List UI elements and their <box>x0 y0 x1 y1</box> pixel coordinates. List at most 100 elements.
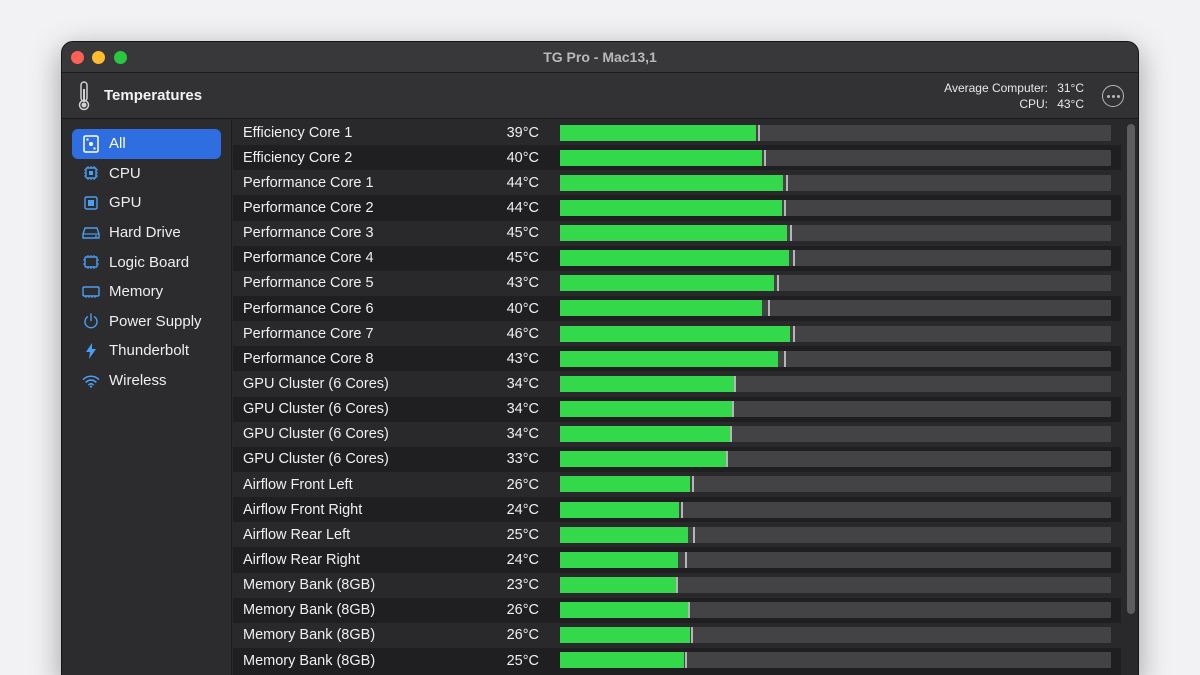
temperature-bar-fill <box>560 174 784 191</box>
sidebar-item-label: Power Supply <box>109 312 202 330</box>
sensor-row[interactable]: Efficiency Core 1 39°C <box>233 120 1121 146</box>
sensor-name: Performance Core 3 <box>243 225 374 242</box>
sensor-temperature: 33°C <box>506 451 539 468</box>
temperature-bar-fill <box>560 401 732 418</box>
sensor-temperature: 43°C <box>506 275 539 292</box>
memory-icon <box>81 283 101 301</box>
sensor-row[interactable]: Memory Bank (8GB) 26°C <box>233 622 1121 648</box>
sensor-row[interactable]: Efficiency Core 2 40°C <box>233 145 1121 171</box>
temperature-bar-track <box>560 325 1111 342</box>
max-temperature-marker <box>730 426 733 443</box>
temperature-bar-fill <box>560 551 678 568</box>
sensor-row[interactable]: Performance Core 7 46°C <box>233 321 1121 347</box>
sensor-name: Performance Core 8 <box>243 350 374 367</box>
sensor-row[interactable]: GPU Cluster (6 Cores) 34°C <box>233 371 1121 397</box>
sensor-name: Performance Core 4 <box>243 250 374 267</box>
max-temperature-marker <box>692 476 695 493</box>
temperature-bar-fill <box>560 476 691 493</box>
sensor-row[interactable]: GPU Cluster (6 Cores) 33°C <box>233 446 1121 472</box>
sidebar-item-logic-board[interactable]: Logic Board <box>72 247 221 277</box>
sensor-name: Memory Bank (8GB) <box>243 627 376 644</box>
average-summary: Average Computer: 31°C CPU: 43°C <box>944 80 1084 112</box>
sensor-temperature: 26°C <box>506 476 539 493</box>
sidebar-item-label: All <box>109 135 126 153</box>
max-temperature-marker <box>681 501 684 518</box>
sensor-row[interactable]: Performance Core 2 44°C <box>233 195 1121 221</box>
sidebar-item-label: Memory <box>109 283 164 301</box>
more-options-button[interactable] <box>1102 85 1124 107</box>
sensor-temperature: 44°C <box>506 174 539 191</box>
temperature-bar-fill <box>560 225 787 242</box>
temperature-bar-track <box>560 300 1111 317</box>
sidebar-item-wireless[interactable]: Wireless <box>72 366 221 396</box>
temperature-bar-fill <box>560 325 791 342</box>
sensor-name: Airflow Front Right <box>243 501 363 518</box>
sensor-row[interactable]: Performance Core 5 43°C <box>233 270 1121 296</box>
sensor-row[interactable]: GPU Cluster (6 Cores) 34°C <box>233 396 1121 422</box>
temperature-bar-fill <box>560 124 756 141</box>
max-temperature-marker <box>685 551 688 568</box>
sensor-temperature: 24°C <box>506 501 539 518</box>
sensor-row[interactable]: Airflow Rear Left 25°C <box>233 522 1121 548</box>
sidebar-item-label: Thunderbolt <box>109 342 190 360</box>
sensor-row[interactable]: Performance Core 8 43°C <box>233 346 1121 372</box>
max-temperature-marker <box>783 199 786 216</box>
sensor-row[interactable]: Memory Bank (8GB) 26°C <box>233 597 1121 623</box>
sidebar-item-label: Wireless <box>109 372 167 390</box>
sensor-row[interactable]: Performance Core 1 44°C <box>233 170 1121 196</box>
sensor-row[interactable]: Performance Core 3 45°C <box>233 220 1121 246</box>
toolbar: Temperatures Average Computer: 31°C CPU:… <box>62 73 1138 119</box>
temperature-bar-track <box>560 426 1111 443</box>
sensor-row[interactable]: Memory Bank (8GB) 23°C <box>233 572 1121 598</box>
temperature-bar-fill <box>560 275 774 292</box>
sidebar-item-all[interactable]: All <box>72 129 221 159</box>
max-temperature-marker <box>685 652 688 669</box>
sidebar-item-hard-drive[interactable]: Hard Drive <box>72 218 221 248</box>
temperature-bar-track <box>560 124 1111 141</box>
max-temperature-marker <box>675 577 678 594</box>
scroll-thumb[interactable] <box>1127 124 1135 614</box>
vertical-scrollbar[interactable] <box>1122 120 1138 675</box>
sensor-name: Efficiency Core 2 <box>243 149 353 166</box>
temperature-bar-fill <box>560 451 727 468</box>
sensor-row[interactable]: GPU Cluster (6 Cores) 34°C <box>233 421 1121 447</box>
sensor-name: Memory Bank (8GB) <box>243 577 376 594</box>
sidebar-item-label: Logic Board <box>109 253 190 271</box>
temperature-bar-track <box>560 149 1111 166</box>
sidebar-item-thunderbolt[interactable]: Thunderbolt <box>72 336 221 366</box>
temperature-bar-track <box>560 350 1111 367</box>
max-temperature-marker <box>693 526 696 543</box>
sensor-row[interactable]: Airflow Front Left 26°C <box>233 471 1121 498</box>
sidebar-item-memory[interactable]: Memory <box>72 277 221 307</box>
sensor-row[interactable]: Performance Core 4 45°C <box>233 245 1121 271</box>
title-bar: TG Pro - Mac13,1 <box>62 42 1138 73</box>
ellipsis-dot <box>1111 94 1115 98</box>
temperature-bar-track <box>560 551 1111 568</box>
max-temperature-marker <box>783 350 786 367</box>
temperature-bar-track <box>560 602 1111 619</box>
hard-drive-icon <box>81 224 101 242</box>
minimize-window-button[interactable] <box>92 51 105 64</box>
sensor-name: GPU Cluster (6 Cores) <box>243 451 389 468</box>
sensor-name: Memory Bank (8GB) <box>243 652 376 669</box>
sidebar-item-power-supply[interactable]: Power Supply <box>72 307 221 337</box>
zoom-window-button[interactable] <box>114 51 127 64</box>
sensor-row[interactable]: Memory Bank (8GB) 25°C <box>233 647 1121 674</box>
sidebar-item-gpu[interactable]: GPU <box>72 188 221 218</box>
wifi-icon <box>81 372 101 390</box>
sidebar-item-cpu[interactable]: CPU <box>72 159 221 189</box>
sensor-temperature: 23°C <box>506 577 539 594</box>
sensor-row[interactable]: Airflow Front Right 24°C <box>233 497 1121 523</box>
close-window-button[interactable] <box>71 51 84 64</box>
sensor-temperature: 34°C <box>506 401 539 418</box>
sidebar-item-label: GPU <box>109 194 142 212</box>
sensor-name: Performance Core 7 <box>243 325 374 342</box>
sidebar-item-label: CPU <box>109 164 141 182</box>
temperature-bar-fill <box>560 577 676 594</box>
temperature-bar-fill <box>560 627 691 644</box>
sensor-row[interactable]: Performance Core 6 40°C <box>233 295 1121 322</box>
max-temperature-marker <box>792 325 795 342</box>
sensor-name: Performance Core 1 <box>243 174 374 191</box>
average-computer-value: 31°C <box>1057 81 1084 95</box>
sensor-row[interactable]: Airflow Rear Right 24°C <box>233 547 1121 573</box>
